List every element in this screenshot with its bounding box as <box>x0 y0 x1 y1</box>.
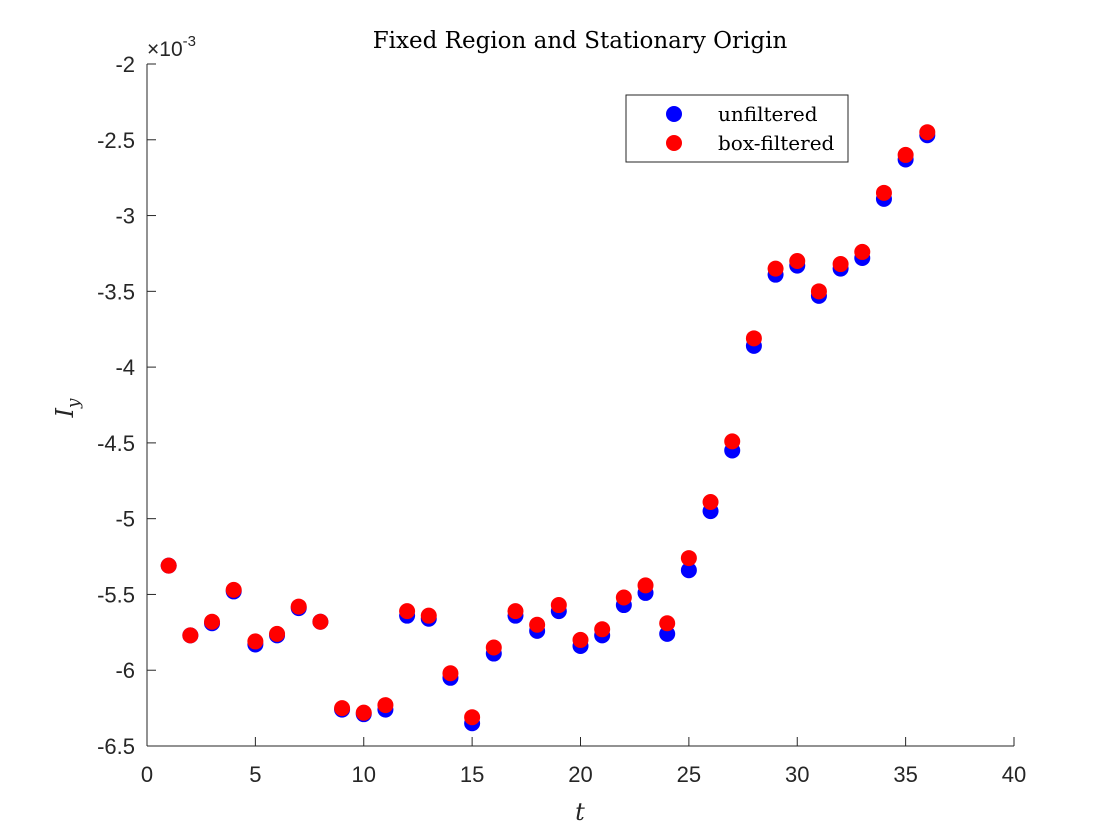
x-tick-label: 0 <box>141 762 153 787</box>
y-tick-label: -4.5 <box>97 431 135 456</box>
x-tick-label: 10 <box>352 762 376 787</box>
y-exponent-power: -3 <box>183 33 196 50</box>
legend: unfiltered box-filtered <box>625 94 849 163</box>
point-box-filtered <box>377 697 394 714</box>
y-axis-exponent: ×10-3 <box>147 33 196 61</box>
point-box-filtered <box>485 639 502 656</box>
chart-title: Fixed Region and Stationary Origin <box>373 28 788 54</box>
y-axis-label-subscript: y <box>64 398 84 409</box>
point-box-filtered <box>594 621 611 638</box>
point-box-filtered <box>355 704 372 721</box>
point-box-filtered <box>810 283 827 300</box>
point-box-filtered <box>767 260 784 277</box>
point-box-filtered <box>615 589 632 606</box>
y-axis-ticks: -6.5 -6 -5.5 -5 -4.5 -4 -3.5 -3 -2.5 -2 <box>97 52 156 759</box>
plot-area: 0 5 10 15 20 25 30 35 40 -6.5-6-5.5-5-4.5-4-3.5-… <box>97 52 1026 787</box>
point-box-filtered <box>442 665 459 682</box>
x-tick-label: 40 <box>1002 762 1026 787</box>
legend-box <box>625 94 849 163</box>
point-box-filtered <box>637 577 654 594</box>
y-axis-label: Iy <box>51 398 84 418</box>
x-tick-label: 15 <box>460 762 484 787</box>
legend-marker-box-filtered <box>666 135 682 151</box>
x-tick-label: 25 <box>677 762 701 787</box>
point-box-filtered <box>312 613 329 630</box>
point-box-filtered <box>269 625 286 642</box>
point-box-filtered <box>875 184 892 201</box>
point-box-filtered <box>204 613 221 630</box>
point-box-filtered <box>225 581 242 598</box>
y-tick-label: -5.5 <box>97 582 135 607</box>
point-box-filtered <box>745 330 762 347</box>
point-unfiltered <box>680 562 697 579</box>
point-box-filtered <box>919 124 936 141</box>
point-box-filtered <box>160 557 177 574</box>
x-tick-label: 35 <box>893 762 917 787</box>
point-box-filtered <box>290 598 307 615</box>
legend-label-box-filtered: box-filtered <box>718 131 835 155</box>
y-tick-label: -2.5 <box>97 128 135 153</box>
legend-label-unfiltered: unfiltered <box>718 102 818 126</box>
point-box-filtered <box>529 616 546 633</box>
point-box-filtered <box>724 433 741 450</box>
point-box-filtered <box>897 146 914 163</box>
data-points <box>160 124 936 732</box>
point-box-filtered <box>464 709 481 726</box>
y-tick-label: -3 <box>115 204 135 229</box>
point-box-filtered <box>420 607 437 624</box>
y-exponent-base: ×10 <box>147 38 183 61</box>
point-box-filtered <box>399 603 416 620</box>
y-axis-label-main: I <box>51 408 79 419</box>
series-box-filtered <box>160 124 936 726</box>
point-box-filtered <box>789 253 806 270</box>
point-box-filtered <box>680 550 697 567</box>
x-tick-label: 30 <box>785 762 809 787</box>
y-tick-label: -3.5 <box>97 279 135 304</box>
y-tick-label: -6.5 <box>97 734 135 759</box>
y-tick-label: -4 <box>115 355 135 380</box>
x-tick-label: 5 <box>249 762 261 787</box>
point-box-filtered <box>550 597 567 614</box>
point-box-filtered <box>659 615 676 632</box>
x-axis-ticks: 0 5 10 15 20 25 30 35 40 <box>141 737 1026 787</box>
point-box-filtered <box>854 243 871 260</box>
y-tick-label: -5 <box>115 507 135 532</box>
x-tick-label: 20 <box>568 762 592 787</box>
point-box-filtered <box>247 633 264 650</box>
point-box-filtered <box>572 631 589 648</box>
legend-marker-unfiltered <box>666 106 682 122</box>
point-box-filtered <box>334 700 351 717</box>
point-box-filtered <box>182 627 199 644</box>
y-tick-label: -2 <box>115 52 135 77</box>
point-box-filtered <box>832 256 849 273</box>
y-tick-label: -6 <box>115 658 135 683</box>
point-box-filtered <box>507 603 524 620</box>
point-box-filtered <box>702 493 719 510</box>
x-axis-label: t <box>575 798 585 826</box>
